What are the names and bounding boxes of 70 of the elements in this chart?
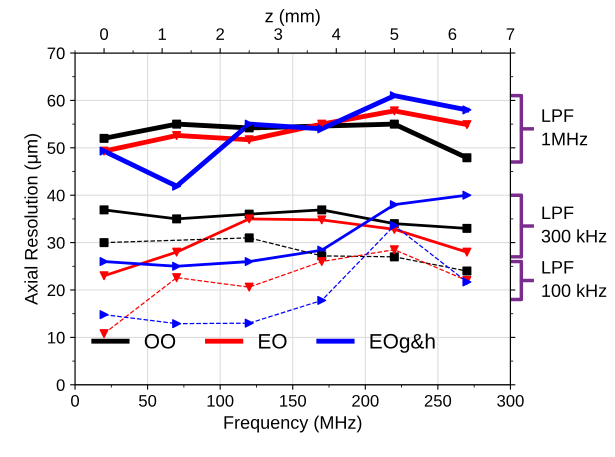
point — [462, 190, 472, 200]
text: LPF 1MHz — [542, 109, 588, 146]
point — [100, 238, 109, 248]
point — [244, 318, 254, 328]
point — [172, 182, 182, 191]
x2-tick-label: 4 — [332, 28, 340, 40]
point — [172, 130, 182, 140]
x2-tick-label: 7 — [506, 28, 514, 40]
text: LPF 100 kHz — [542, 261, 606, 298]
x2-tick-label: 3 — [274, 28, 282, 40]
x-tick-label: 250 — [424, 394, 452, 407]
y-tick-label: 0 — [56, 379, 65, 391]
point — [244, 233, 254, 242]
y-tick-label: 50 — [47, 142, 65, 154]
point — [390, 106, 399, 116]
x2-tick-label: 1 — [158, 28, 166, 40]
point — [462, 224, 472, 233]
point — [462, 266, 472, 276]
x-tick-label: 100 — [208, 394, 234, 407]
y-tick-label: 10 — [48, 332, 65, 344]
point — [100, 205, 109, 214]
x2-tick-label: 0 — [100, 28, 108, 40]
y-tick-label: 20 — [48, 284, 65, 296]
x-tick-label: 150 — [280, 394, 306, 407]
point — [100, 271, 109, 280]
x2-tick-label: 6 — [448, 28, 456, 40]
point — [244, 282, 254, 292]
y-tick-label: 30 — [47, 237, 65, 249]
y-axis-title: Axial Resolution (μm) — [24, 134, 42, 305]
point — [317, 215, 326, 224]
point — [317, 124, 326, 134]
point — [100, 329, 109, 338]
legend-label: OO — [144, 334, 176, 349]
point — [317, 296, 326, 305]
x-tick-label: 300 — [497, 394, 524, 407]
x-tick-label: 0 — [71, 394, 80, 407]
point — [317, 257, 326, 266]
legend-label: EO — [259, 334, 287, 349]
point — [172, 273, 182, 282]
point — [100, 134, 109, 143]
point — [390, 200, 399, 210]
point — [172, 120, 182, 129]
x2-tick-label: 2 — [216, 28, 224, 40]
point — [244, 120, 254, 129]
point — [390, 120, 399, 129]
y-tick-label: 60 — [48, 94, 65, 107]
point — [462, 105, 472, 114]
y-tick-label: 70 — [48, 47, 65, 60]
point — [244, 214, 254, 224]
point — [244, 257, 254, 266]
x2-axis-title: z (mm) — [265, 9, 320, 26]
point — [100, 310, 109, 320]
point — [462, 248, 472, 257]
point — [244, 135, 254, 144]
x-tick-label: 200 — [352, 394, 379, 407]
point — [462, 120, 472, 130]
point — [317, 205, 326, 214]
point — [172, 262, 182, 271]
point — [390, 252, 399, 262]
point — [462, 153, 472, 162]
x-tick-label: 50 — [139, 394, 156, 407]
x2-tick-label: 5 — [390, 28, 398, 40]
point — [390, 245, 399, 254]
text: LPF 300 kHz — [542, 206, 606, 243]
x-axis-title: Frequency (MHz) — [224, 416, 362, 432]
point — [172, 214, 182, 224]
point — [172, 248, 182, 257]
point — [172, 319, 182, 328]
legend-label: EOg&h — [370, 333, 435, 353]
y-tick-label: 40 — [47, 190, 65, 202]
